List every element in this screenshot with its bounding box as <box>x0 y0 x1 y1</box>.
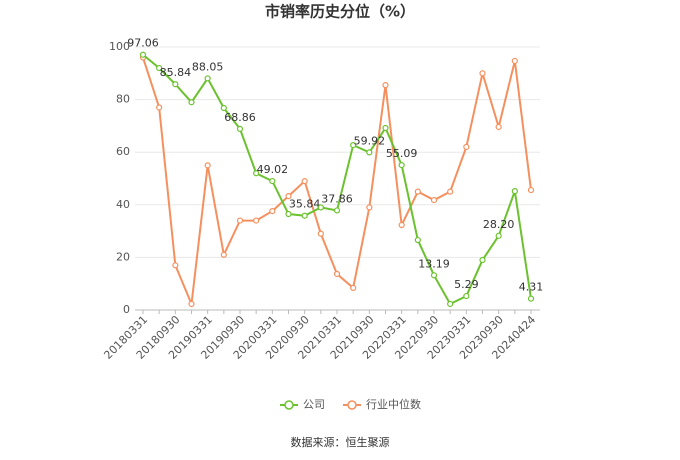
point <box>527 295 535 302</box>
point <box>382 82 389 89</box>
point <box>479 70 486 77</box>
point <box>479 256 486 264</box>
point <box>253 170 260 177</box>
point <box>317 204 324 211</box>
point <box>495 232 502 239</box>
value-label: 68.86 <box>224 111 256 124</box>
legend-label: 行业中位数 <box>366 397 421 411</box>
point <box>220 104 227 112</box>
legend-label: 公司 <box>303 398 325 411</box>
point <box>188 300 195 308</box>
point <box>333 270 341 278</box>
point <box>527 186 535 194</box>
point <box>511 188 518 195</box>
series-line <box>142 53 532 306</box>
y-tick-label: 20 <box>116 250 130 263</box>
point <box>156 104 163 111</box>
point <box>382 124 389 132</box>
value-label: 28.20 <box>483 218 515 231</box>
point <box>156 64 163 72</box>
point <box>253 217 260 224</box>
value-label: 35.84 <box>289 198 321 211</box>
point <box>350 284 357 292</box>
point <box>317 230 324 237</box>
point <box>366 204 373 211</box>
point <box>285 193 292 200</box>
point <box>398 221 405 229</box>
source: 数据来源：恒生聚源 <box>291 435 390 449</box>
point <box>511 57 518 65</box>
point <box>172 81 179 88</box>
value-label: 55.09 <box>386 147 418 160</box>
point <box>269 177 276 185</box>
point <box>414 236 421 244</box>
y-tick-label: 100 <box>109 40 130 53</box>
y-tick-label: 60 <box>116 145 130 158</box>
point <box>333 207 341 214</box>
point <box>188 99 195 106</box>
value-label: 85.84 <box>160 66 192 79</box>
point <box>301 212 308 219</box>
point <box>204 75 211 82</box>
point <box>139 51 147 58</box>
point <box>447 300 454 308</box>
y-tick-label: 80 <box>116 93 130 106</box>
point <box>463 292 470 300</box>
point <box>220 251 227 258</box>
point <box>236 217 244 224</box>
value-label: 59.92 <box>354 134 386 147</box>
point <box>430 196 438 204</box>
point <box>447 188 454 195</box>
value-label: 88.05 <box>192 60 224 73</box>
value-label: 5.29 <box>454 278 479 291</box>
y-tick-label: 0 <box>123 303 130 316</box>
point <box>204 162 211 169</box>
point <box>414 188 421 195</box>
series-line <box>142 57 532 308</box>
chart-title: 市销率历史分位（%） <box>265 3 415 21</box>
value-label: 13.19 <box>418 257 450 270</box>
point <box>285 210 292 218</box>
legend-marker <box>347 400 357 410</box>
point <box>236 125 244 132</box>
point <box>269 208 276 215</box>
value-label: 4.31 <box>519 281 544 294</box>
legend-marker <box>284 400 294 410</box>
point <box>430 272 438 279</box>
point <box>398 162 405 169</box>
value-label: 49.02 <box>257 163 289 176</box>
y-tick-label: 40 <box>116 198 130 211</box>
point <box>350 141 357 149</box>
point <box>495 123 502 131</box>
value-label: 37.86 <box>321 192 353 205</box>
point <box>366 149 373 156</box>
point <box>301 178 308 185</box>
point <box>463 143 470 151</box>
point <box>172 262 179 269</box>
value-label: 97.06 <box>127 37 159 50</box>
